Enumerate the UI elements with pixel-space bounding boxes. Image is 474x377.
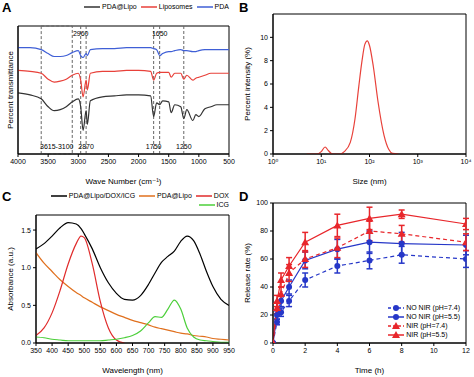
svg-text:Release rate (%): Release rate (%) [243, 243, 252, 303]
svg-text:0: 0 [271, 347, 275, 354]
svg-text:500: 500 [223, 158, 235, 165]
svg-text:6: 6 [368, 347, 372, 354]
svg-text:10¹: 10¹ [316, 158, 327, 165]
svg-text:0.0: 0.0 [21, 339, 31, 346]
svg-text:1.5: 1.5 [21, 227, 31, 234]
svg-text:8: 8 [400, 347, 404, 354]
svg-text:1000: 1000 [191, 158, 207, 165]
svg-text:10⁰: 10⁰ [268, 158, 279, 165]
html-text:PDA@Lipo: PDA@Lipo [157, 192, 192, 199]
svg-text:Percent intensity (%): Percent intensity (%) [243, 47, 252, 121]
html-text:PDA@Lipo/DOX/ICG: PDA@Lipo/DOX/ICG [68, 192, 136, 199]
svg-text:80: 80 [260, 227, 268, 234]
svg-text:2500: 2500 [101, 158, 117, 165]
svg-text:3500: 3500 [40, 158, 56, 165]
svg-text:2: 2 [303, 347, 307, 354]
svg-text:2870: 2870 [78, 143, 94, 150]
html-text:D: D [239, 189, 249, 204]
svg-text:0: 0 [264, 150, 268, 157]
svg-text:10²: 10² [364, 158, 375, 165]
html-text:Liposomes: Liposomes [158, 3, 193, 10]
html-text:NIR (pH=5.5): NIR (pH=5.5) [406, 331, 448, 338]
svg-text:40: 40 [260, 283, 268, 290]
svg-text:Time (h): Time (h) [355, 366, 385, 375]
html-text:DOX: DOX [213, 192, 229, 199]
svg-text:100: 100 [256, 199, 268, 206]
svg-text:3000: 3000 [70, 158, 86, 165]
svg-text:350: 350 [30, 347, 42, 354]
svg-text:Absorbance (a.u.): Absorbance (a.u.) [6, 247, 15, 311]
svg-text:0: 0 [264, 339, 268, 346]
svg-text:10: 10 [430, 347, 438, 354]
html-text:ICG: ICG [216, 201, 229, 208]
svg-text:4000: 4000 [10, 158, 26, 165]
html-text:PDA@Lipo: PDA@Lipo [102, 3, 137, 10]
svg-text:650: 650 [127, 347, 139, 354]
svg-text:500: 500 [78, 347, 90, 354]
svg-text:Wave Number (cm⁻¹): Wave Number (cm⁻¹) [86, 177, 162, 186]
svg-text:6: 6 [264, 80, 268, 87]
html-text:PDA: PDA [214, 3, 229, 10]
html-text:NO NIR (pH=5.5): NO NIR (pH=5.5) [406, 313, 460, 320]
svg-text:12: 12 [462, 347, 470, 354]
svg-text:20: 20 [260, 311, 268, 318]
svg-text:800: 800 [175, 347, 187, 354]
svg-text:2: 2 [264, 127, 268, 134]
svg-text:Size (nm): Size (nm) [352, 177, 387, 186]
svg-text:1.0: 1.0 [21, 264, 31, 271]
svg-text:8: 8 [264, 57, 268, 64]
svg-text:900: 900 [207, 347, 219, 354]
svg-text:550: 550 [94, 347, 106, 354]
svg-text:0.5: 0.5 [21, 302, 31, 309]
svg-text:4: 4 [335, 347, 339, 354]
svg-text:1650: 1650 [152, 30, 168, 37]
svg-text:1500: 1500 [161, 158, 177, 165]
svg-text:1750: 1750 [146, 143, 162, 150]
svg-text:450: 450 [62, 347, 74, 354]
svg-text:850: 850 [191, 347, 203, 354]
svg-text:3615-3100: 3615-3100 [40, 143, 74, 150]
svg-text:1250: 1250 [176, 143, 192, 150]
svg-text:4: 4 [264, 104, 268, 111]
svg-text:10: 10 [260, 34, 268, 41]
svg-text:Percent transmittance: Percent transmittance [6, 51, 15, 129]
svg-text:750: 750 [159, 347, 171, 354]
html-text:A: A [2, 0, 12, 15]
svg-text:Wavelength (nm): Wavelength (nm) [102, 366, 163, 375]
svg-text:2960: 2960 [73, 30, 89, 37]
svg-text:950: 950 [223, 347, 235, 354]
svg-text:10³: 10³ [413, 158, 424, 165]
html-text:B: B [239, 0, 249, 15]
html-text:NIR (pH=7.4): NIR (pH=7.4) [406, 322, 448, 329]
html-text:NO NIR (pH=7.4): NO NIR (pH=7.4) [406, 304, 460, 311]
svg-text:60: 60 [260, 255, 268, 262]
svg-text:400: 400 [46, 347, 58, 354]
html-text:C: C [2, 189, 12, 204]
svg-text:2000: 2000 [131, 158, 147, 165]
svg-text:10⁴: 10⁴ [461, 158, 472, 165]
svg-text:700: 700 [143, 347, 155, 354]
svg-text:600: 600 [111, 347, 123, 354]
